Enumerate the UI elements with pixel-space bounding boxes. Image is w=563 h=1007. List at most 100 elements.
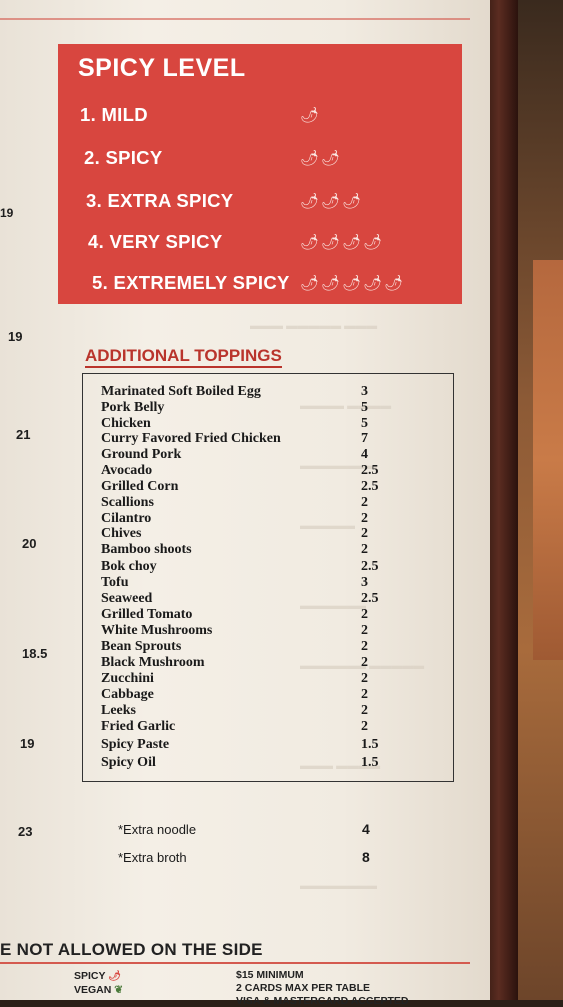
topping-name: Cabbage [101, 687, 154, 702]
topping-price: 2 [361, 687, 368, 702]
extra-noodle-price: 4 [362, 821, 370, 837]
topping-price: 4 [361, 447, 368, 462]
topping-price: 2.5 [361, 559, 379, 574]
side-notice: E NOT ALLOWED ON THE SIDE [0, 940, 263, 959]
topping-name: Bamboo shoots [101, 542, 192, 557]
topping-price: 2 [361, 623, 368, 638]
topping-name: Bean Sprouts [101, 639, 182, 654]
topping-row: Tofu 3 [101, 575, 441, 591]
wooden-chair-panel [533, 260, 563, 660]
topping-price: 2 [361, 542, 368, 557]
topping-row: Spicy Paste 1.5 [101, 737, 441, 753]
left-price: 18.5 [22, 646, 48, 661]
topping-price: 5 [361, 400, 368, 415]
topping-row: Grilled Corn 2.5 [101, 479, 441, 495]
left-price: 19 [8, 329, 23, 344]
top-rule [0, 18, 470, 20]
pepper-icon: 🌶🌶🌶🌶🌶 [300, 275, 406, 292]
toppings-title: ADDITIONAL TOPPINGS [85, 346, 282, 368]
topping-row: Bok choy 2.5 [101, 559, 441, 575]
minimum-text: $15 MINIMUM [236, 969, 304, 981]
topping-price: 2.5 [361, 463, 379, 478]
spicy-level-title: SPICY LEVEL [78, 54, 246, 82]
spicy-level-5: 5. EXTREMELY SPICY [92, 272, 290, 293]
topping-name: Grilled Corn [101, 479, 179, 494]
topping-name: Ground Pork [101, 447, 182, 462]
topping-row: Marinated Soft Boiled Egg 3 [101, 384, 441, 400]
left-price: 19 [20, 736, 35, 751]
spicy-level-2: 2. SPICY [84, 147, 163, 168]
topping-name: Pork Belly [101, 400, 165, 415]
pepper-icon: 🌶🌶🌶 [300, 193, 364, 210]
topping-name: Bok choy [101, 559, 157, 574]
pepper-icon: 🌶 [300, 107, 322, 124]
pepper-icon: 🌶🌶 [300, 150, 343, 167]
topping-name: Spicy Paste [101, 737, 170, 752]
toppings-list: Marinated Soft Boiled Egg 3 Pork Belly 5 C… [82, 373, 454, 782]
legend-spicy-label: SPICY [74, 970, 106, 982]
left-price: 19 [0, 206, 14, 220]
topping-name: Cilantro [101, 511, 152, 526]
legend-spicy: SPICY 🌶 [74, 970, 121, 982]
legend-vegan-label: VEGAN [74, 984, 112, 996]
topping-price: 2 [361, 703, 368, 718]
topping-name: Zucchini [101, 671, 154, 686]
topping-row: Bean Sprouts 2 [101, 639, 441, 655]
accepted-text: VISA & MASTERCARD ACCEPTED [236, 995, 409, 1007]
topping-price: 1.5 [361, 737, 379, 752]
topping-price: 2.5 [361, 479, 379, 494]
topping-row: Seaweed 2.5 [101, 591, 441, 607]
topping-name: Chicken [101, 416, 151, 431]
topping-row: Spicy Oil 1.5 [101, 755, 441, 771]
topping-row: Grilled Tomato 2 [101, 607, 441, 623]
topping-name: Chives [101, 526, 142, 541]
topping-row: Zucchini 2 [101, 671, 441, 687]
topping-row: White Mushrooms 2 [101, 623, 441, 639]
topping-name: Avocado [101, 463, 153, 478]
topping-row: Chives 2 [101, 526, 441, 542]
extra-noodle-label: *Extra noodle [118, 822, 197, 837]
spicy-level-3: 3. EXTRA SPICY [86, 190, 234, 211]
topping-price: 2 [361, 526, 368, 541]
topping-price: 3 [361, 575, 368, 590]
left-price: 21 [16, 427, 31, 442]
topping-name: Leeks [101, 703, 136, 718]
topping-row: Cabbage 2 [101, 687, 441, 703]
topping-price: 2 [361, 671, 368, 686]
topping-row: Bamboo shoots 2 [101, 542, 441, 558]
show-through-text: ▬▬▬▬▬▬▬ [300, 880, 377, 892]
topping-name: Curry Favored Fried Chicken [101, 431, 281, 446]
spicy-level-panel: SPICY LEVEL 1. MILD 🌶 2. SPICY 🌶🌶 3. EXT… [58, 44, 462, 304]
topping-row: Ground Pork 4 [101, 447, 441, 463]
topping-price: 2 [361, 607, 368, 622]
topping-row: Cilantro 2 [101, 511, 441, 527]
topping-name: Tofu [101, 575, 129, 590]
topping-row: Black Mushroom 2 [101, 655, 441, 671]
wooden-table-background [515, 0, 563, 1000]
topping-name: Marinated Soft Boiled Egg [101, 384, 261, 399]
extra-broth-price: 8 [362, 849, 370, 865]
topping-price: 2.5 [361, 591, 379, 606]
cards-text: 2 CARDS MAX PER TABLE [236, 982, 370, 994]
topping-price: 2 [361, 719, 368, 734]
leaf-icon: ❦ [114, 984, 124, 996]
topping-row: Chicken 5 [101, 416, 441, 432]
topping-name: Scallions [101, 495, 154, 510]
topping-price: 1.5 [361, 755, 379, 770]
topping-row: Curry Favored Fried Chicken 7 [101, 431, 441, 447]
pepper-icon: 🌶 [108, 971, 121, 982]
topping-price: 2 [361, 655, 368, 670]
topping-row: Scallions 2 [101, 495, 441, 511]
topping-row: Fried Garlic 2 [101, 719, 441, 735]
menu-cover-edge [486, 0, 518, 1000]
spicy-level-1: 1. MILD [80, 104, 148, 125]
menu-page: ▬▬▬ ▬▬▬▬▬ ▬▬▬ ▬▬▬▬ ▬▬▬▬ ▬▬▬▬▬▬▬ ▬▬▬▬▬ ▬▬… [0, 0, 490, 1007]
pepper-icon: 🌶🌶🌶🌶 [300, 234, 385, 251]
topping-row: Pork Belly 5 [101, 400, 441, 416]
topping-name: Spicy Oil [101, 755, 156, 770]
topping-row: Avocado 2.5 [101, 463, 441, 479]
topping-price: 7 [361, 431, 368, 446]
topping-name: White Mushrooms [101, 623, 213, 638]
topping-price: 2 [361, 495, 368, 510]
topping-name: Fried Garlic [101, 719, 176, 734]
